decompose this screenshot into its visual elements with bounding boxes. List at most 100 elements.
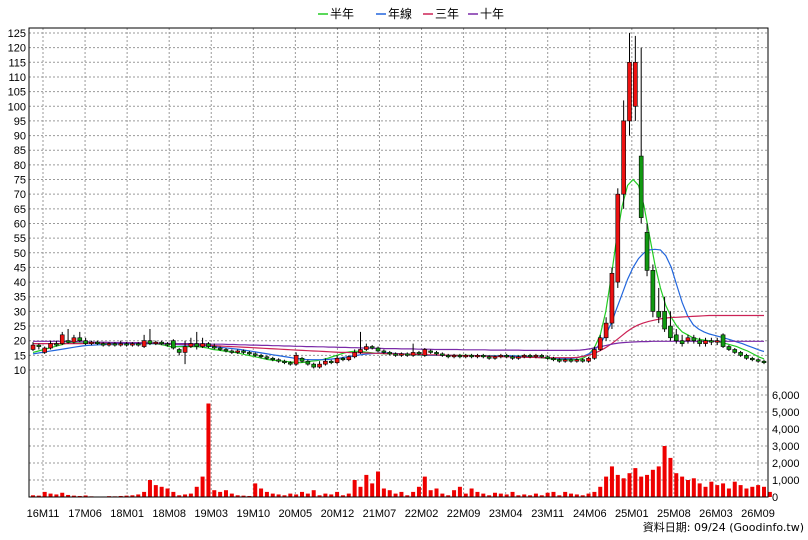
volume-bar (569, 493, 574, 497)
volume-bar (609, 466, 614, 497)
candlestick (498, 353, 504, 359)
ma-line-3yr (33, 314, 764, 359)
candle-body (668, 325, 673, 339)
candle-body (141, 340, 147, 347)
candlestick (475, 353, 480, 359)
candle-body (346, 356, 352, 361)
candlestick (428, 349, 433, 354)
candle-body (393, 353, 398, 356)
x-tick-label: 17M06 (68, 508, 102, 520)
candlestick (615, 188, 621, 288)
volume-tick-label: 5,000 (772, 407, 800, 419)
volume-bar (323, 493, 328, 497)
candle-body (71, 337, 77, 343)
candle-body (229, 350, 235, 353)
price-tick-label: 45 (14, 262, 26, 274)
candlestick (609, 267, 615, 329)
volume-bar (264, 491, 269, 497)
candlestick (638, 47, 644, 224)
candlestick (352, 349, 357, 359)
volume-bar (487, 495, 492, 497)
volume-bar (346, 493, 351, 497)
candle-body (317, 363, 322, 368)
candlestick (662, 296, 667, 332)
candlestick (211, 343, 217, 350)
candlestick (200, 337, 205, 349)
volume-bar (206, 403, 211, 497)
candle-body (176, 349, 182, 353)
candlestick (445, 353, 451, 359)
candle-body (574, 359, 580, 362)
candlestick (516, 355, 521, 360)
price-tick-label: 70 (14, 189, 26, 201)
candle-body (270, 357, 276, 361)
volume-bar (656, 466, 661, 497)
volume-bar (627, 473, 632, 497)
candle-body (685, 337, 691, 341)
volume-bar (393, 493, 398, 497)
candle-body (580, 359, 586, 362)
candle-body (562, 359, 568, 362)
candlestick (492, 355, 498, 360)
volume-bar (697, 483, 702, 497)
volume-tick-label: 1,000 (772, 475, 800, 487)
volume-bar (691, 478, 696, 497)
candlestick (293, 352, 299, 366)
candlestick (761, 359, 767, 365)
candle-body (188, 343, 194, 347)
candlestick (317, 361, 322, 369)
candlestick (276, 358, 281, 363)
candlestick (346, 355, 352, 362)
volume-bar (522, 494, 527, 497)
volume-bar (668, 457, 673, 497)
candlestick (404, 352, 410, 357)
volume-bar (563, 491, 568, 497)
candle-body (597, 337, 603, 350)
volume-bar (282, 495, 287, 497)
volume-bar (317, 495, 322, 497)
candlestick (328, 359, 334, 365)
volume-bar (118, 495, 123, 497)
candlestick (580, 358, 586, 363)
candlestick (603, 317, 609, 341)
candle-body (755, 359, 761, 362)
candlestick (206, 342, 211, 349)
x-tick-label: 26M03 (699, 508, 733, 520)
candlestick (726, 345, 732, 351)
volume-bar (223, 490, 228, 497)
candle-body (130, 343, 135, 346)
x-tick-label: 25M08 (657, 508, 691, 520)
candle-body (404, 353, 410, 356)
candlestick (744, 353, 749, 360)
candlestick (597, 334, 603, 351)
volume-bar (124, 495, 129, 497)
candlestick (440, 352, 445, 357)
candlestick (258, 353, 264, 359)
candlestick (709, 337, 714, 346)
candlestick (252, 352, 258, 357)
volume-bar (235, 495, 240, 497)
candle-body (527, 355, 533, 358)
volume-bar (440, 493, 445, 497)
candle-body (147, 340, 153, 344)
candlestick (381, 349, 387, 354)
volume-bar (428, 490, 433, 497)
candle-body (586, 357, 591, 362)
candlestick (399, 352, 404, 357)
candle-body (65, 340, 71, 343)
volume-bar (130, 495, 135, 497)
candlestick (135, 342, 141, 347)
price-tick-label: 55 (14, 233, 26, 245)
candlestick (106, 342, 112, 347)
candlestick (112, 342, 118, 347)
candlestick (457, 353, 463, 359)
candle-body (609, 272, 615, 324)
candlestick (545, 355, 550, 360)
volume-bar (42, 491, 47, 497)
volume-bar (685, 480, 690, 497)
candlestick (633, 35, 638, 121)
candle-body (334, 357, 340, 363)
candlestick (147, 328, 153, 346)
candlestick (340, 356, 346, 362)
